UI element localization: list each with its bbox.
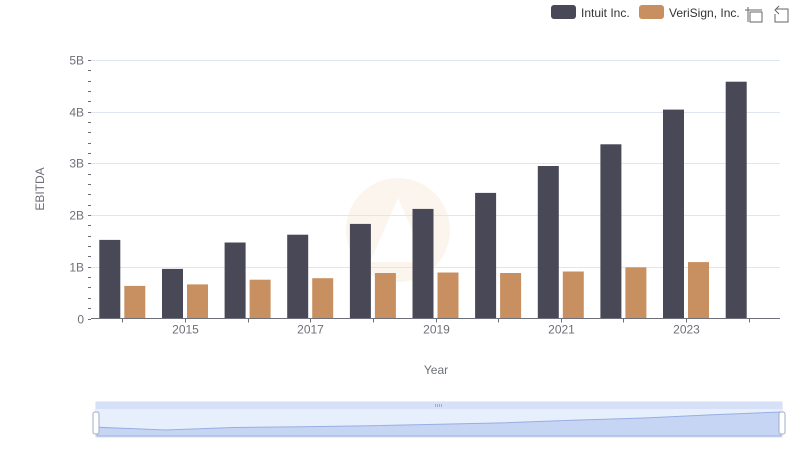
x-tick-label: 2021: [548, 323, 575, 337]
legend-swatch-verisign: [639, 5, 664, 19]
x-tick-label: 2023: [673, 323, 700, 337]
bar-verisign-inc-2017[interactable]: [312, 278, 334, 319]
datazoom-preview-area: [96, 411, 782, 437]
bar-intuit-inc-2023[interactable]: [663, 109, 684, 319]
bar-verisign-inc-2014[interactable]: [124, 285, 146, 319]
bar-intuit-inc-2016[interactable]: [224, 242, 246, 319]
x-tick-label: 2015: [172, 323, 199, 337]
bar-verisign-inc-2022[interactable]: [625, 267, 647, 319]
legend-item-verisign[interactable]: VeriSign, Inc.: [639, 5, 740, 20]
y-tick-label: 2B: [69, 209, 84, 223]
x-axis-title: Year: [424, 363, 448, 377]
x-tick-label: 2017: [297, 323, 324, 337]
bar-intuit-inc-2022[interactable]: [600, 144, 622, 319]
y-tick-label: 1B: [69, 261, 84, 275]
legend: Intuit Inc. VeriSign, Inc.: [551, 5, 740, 20]
y-tick-label: 4B: [69, 106, 84, 120]
x-axis: 2015 2017 2019 2021 2023: [122, 318, 750, 337]
bar-intuit-inc-2020[interactable]: [475, 192, 497, 319]
legend-item-intuit[interactable]: Intuit Inc.: [551, 5, 630, 20]
zoom-icon[interactable]: [745, 7, 763, 23]
datazoom-slider[interactable]: [92, 401, 786, 438]
y-axis-title: EBITDA: [33, 167, 47, 210]
y-tick-label: 5B: [69, 54, 84, 68]
bar-verisign-inc-2021[interactable]: [562, 271, 584, 319]
x-tick-label: 2019: [423, 323, 450, 337]
legend-swatch-intuit: [551, 5, 576, 19]
bar-intuit-inc-2017[interactable]: [287, 234, 309, 319]
bar-verisign-inc-2020[interactable]: [500, 273, 522, 319]
restore-icon[interactable]: [774, 5, 789, 23]
bar-intuit-inc-2021[interactable]: [537, 166, 559, 319]
y-tick-label: 0: [77, 313, 84, 327]
bar-series: [99, 81, 747, 319]
datazoom-handle-right[interactable]: [778, 411, 786, 435]
y-axis: 0 1B 2B 3B 4B 5B: [69, 54, 91, 327]
bar-verisign-inc-2019[interactable]: [437, 272, 459, 319]
bar-intuit-inc-2024[interactable]: [725, 81, 747, 319]
bar-verisign-inc-2015[interactable]: [187, 284, 208, 319]
legend-label-verisign: VeriSign, Inc.: [669, 6, 740, 20]
legend-label-intuit: Intuit Inc.: [581, 6, 630, 20]
bar-intuit-inc-2014[interactable]: [99, 239, 121, 319]
bar-intuit-inc-2018[interactable]: [349, 223, 371, 319]
datazoom-grip-icon: [435, 404, 442, 407]
bar-intuit-inc-2019[interactable]: [412, 208, 434, 319]
bar-verisign-inc-2018[interactable]: [374, 273, 396, 319]
bar-verisign-inc-2016[interactable]: [249, 279, 271, 319]
bar-verisign-inc-2023[interactable]: [688, 262, 709, 319]
y-tick-label: 3B: [69, 157, 84, 171]
datazoom-handle-left[interactable]: [92, 411, 100, 435]
bar-intuit-inc-2015[interactable]: [162, 268, 183, 319]
